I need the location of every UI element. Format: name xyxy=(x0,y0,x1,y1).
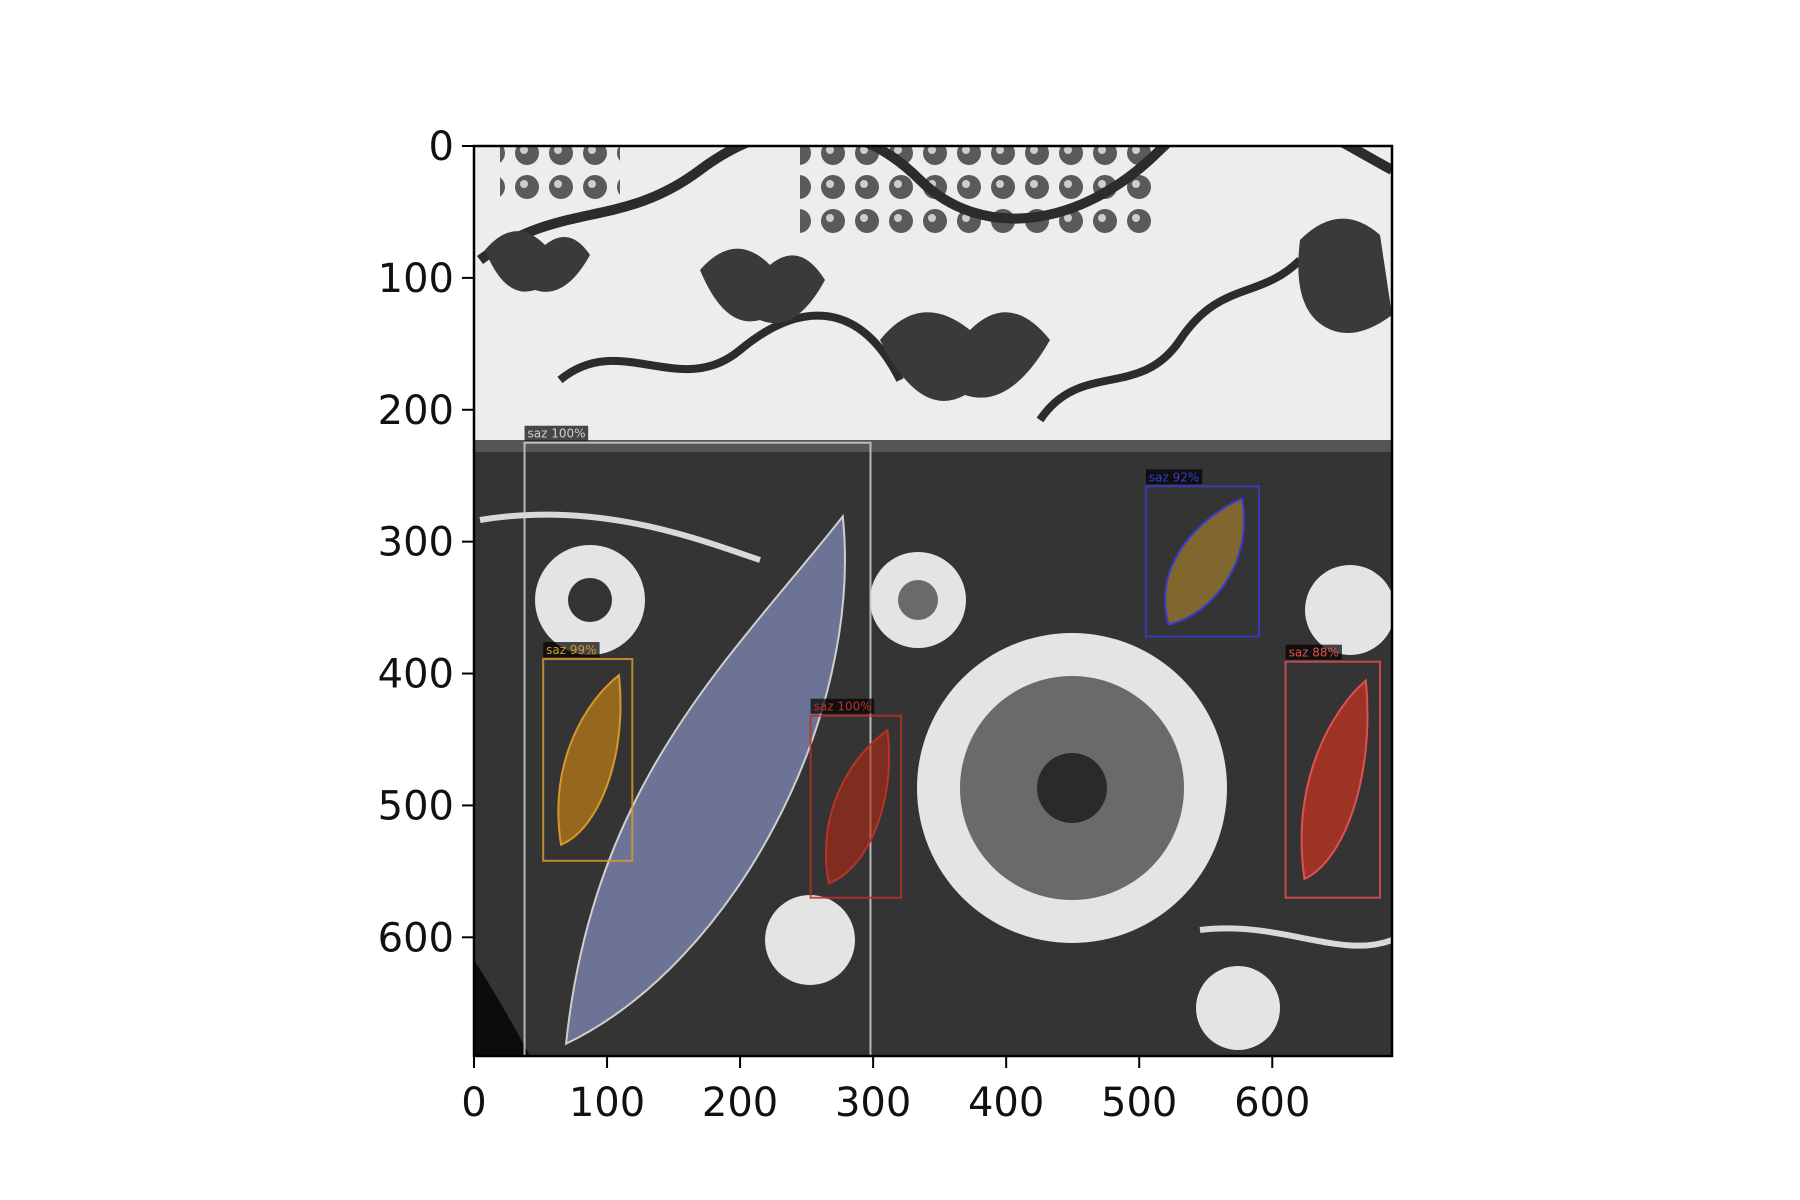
detection-mask xyxy=(825,728,890,885)
axes-frame xyxy=(472,144,1394,1058)
y-tick-label: 500 xyxy=(378,783,454,829)
detection-mask xyxy=(557,673,622,847)
x-tick-label: 600 xyxy=(1234,1080,1310,1126)
y-tick-label: 100 xyxy=(378,256,454,302)
detection-label: saz 88% xyxy=(1289,646,1339,660)
y-tick-label: 0 xyxy=(429,124,454,170)
detection-box xyxy=(1284,660,1382,899)
detection-label-bg xyxy=(524,425,589,441)
y-tick-label: 200 xyxy=(378,388,454,434)
detection-mask xyxy=(564,513,846,1046)
x-tick-label: 100 xyxy=(569,1080,645,1126)
detection-box xyxy=(1144,485,1260,638)
tile-photo xyxy=(474,146,1392,1056)
x-tick-label: 200 xyxy=(702,1080,778,1126)
x-tick-label: 300 xyxy=(835,1080,911,1126)
detection-5: saz 88% xyxy=(1284,644,1382,899)
axes-layer: 0 100 200 300 400 500 600 0 100 200 300 400 500 600 xyxy=(378,124,1394,1126)
y-tick-label: 400 xyxy=(378,652,454,698)
detection-box xyxy=(542,658,634,862)
detection-box xyxy=(809,714,903,899)
detection-3: saz 100% xyxy=(809,698,903,899)
detections-layer: saz 100% saz 99% saz 100% saz 92% saz 88% xyxy=(523,425,1382,1056)
y-tick-label: 300 xyxy=(378,520,454,566)
detection-label: saz 92% xyxy=(1149,470,1199,484)
detection-label: saz 100% xyxy=(814,700,872,714)
detection-label-bg xyxy=(1285,644,1342,660)
detection-mask xyxy=(1300,678,1369,881)
detection-4: saz 92% xyxy=(1144,469,1260,638)
y-tick-label: 600 xyxy=(378,915,454,961)
detection-label-bg xyxy=(1145,469,1203,485)
detection-label: saz 99% xyxy=(546,643,596,657)
detection-mask xyxy=(1164,496,1245,626)
detection-label-bg xyxy=(810,698,875,714)
x-tick-label: 500 xyxy=(1101,1080,1177,1126)
x-tick-label: 400 xyxy=(968,1080,1044,1126)
detection-label-bg xyxy=(543,642,600,658)
detection-label: saz 100% xyxy=(528,427,586,441)
detection-2: saz 99% xyxy=(542,642,634,862)
x-tick-label: 0 xyxy=(461,1080,486,1126)
